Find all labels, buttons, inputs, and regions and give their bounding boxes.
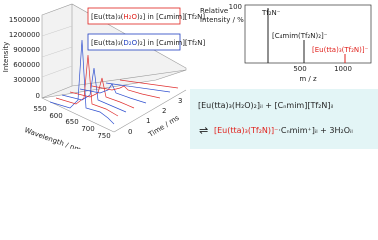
tick-label: 1 — [146, 117, 150, 125]
tick-label: 3 — [178, 97, 182, 105]
legend-box — [87, 7, 181, 25]
tick-label: 0 — [128, 128, 132, 136]
axis-label: Time / ms — [146, 114, 181, 140]
legend-entry: [Eu(tta)₃(D₂O)₂] in [C₄mim][Tf₂N] — [91, 39, 205, 47]
tick-label: 600 — [49, 112, 62, 120]
tick-label: 550 — [33, 105, 46, 113]
tick-label: 700 — [81, 125, 94, 133]
equation-arrow: ⇌ — [199, 124, 208, 137]
axis-label: Intensity — [2, 42, 10, 72]
spectrum-frame — [244, 4, 372, 64]
axis-label: Relative — [200, 7, 228, 15]
tick-label: 1200000 — [9, 31, 40, 39]
plot3d-frame — [41, 3, 187, 133]
spectra-surface — [49, 39, 179, 125]
tick-label: 650 — [65, 118, 78, 126]
tick-label: 2 — [162, 107, 166, 115]
equation-line: [Eu(tta)₃(Tf₂N)]⁻·Cₙmim⁺]ᵢₗ + 3H₂Oᵢₗ — [214, 126, 353, 135]
tick-label: 1500000 — [9, 16, 40, 24]
tick-label: 0 — [36, 92, 40, 100]
peak-label: Tf₂N⁻ — [261, 9, 281, 17]
wavelength-ticks: 550 600 650 700 750 — [33, 105, 110, 140]
tick-label: 1000 — [334, 65, 352, 73]
tick-label: 750 — [97, 132, 110, 140]
figure: Intensity 1500000 1200000 900000 600000 … — [2, 3, 378, 149]
legend-entry: [Eu(tta)₃(H₂O)₂] in [C₄mim][Tf₂N] — [91, 13, 205, 21]
tick-label: 500 — [293, 65, 306, 73]
tick-label: 100 — [229, 3, 242, 11]
equation-line: [Eu(tta)₃(H₂O)₂]ᵢₗ + [Cₙmim][Tf₂N]ᵢₗ — [198, 101, 333, 110]
y-ticks: 1500000 1200000 900000 600000 300000 0 — [9, 16, 40, 100]
axis-label: intensity / % — [200, 16, 244, 24]
equation-box — [190, 89, 378, 149]
axis-label: Wavelength / nm — [23, 126, 82, 149]
tick-label: 300000 — [13, 76, 40, 84]
peak-label: [C₄mim(Tf₂N)₂]⁻ — [272, 32, 328, 40]
tick-label: 600000 — [13, 61, 40, 69]
peak-label: [Eu(tta)₃(Tf₂N)]⁻ — [312, 46, 369, 54]
time-ticks: 0 1 2 3 — [128, 97, 182, 136]
legend-box — [87, 33, 181, 51]
tick-label: 900000 — [13, 46, 40, 54]
axis-label: m / z — [299, 75, 317, 83]
peaks — [267, 8, 346, 63]
